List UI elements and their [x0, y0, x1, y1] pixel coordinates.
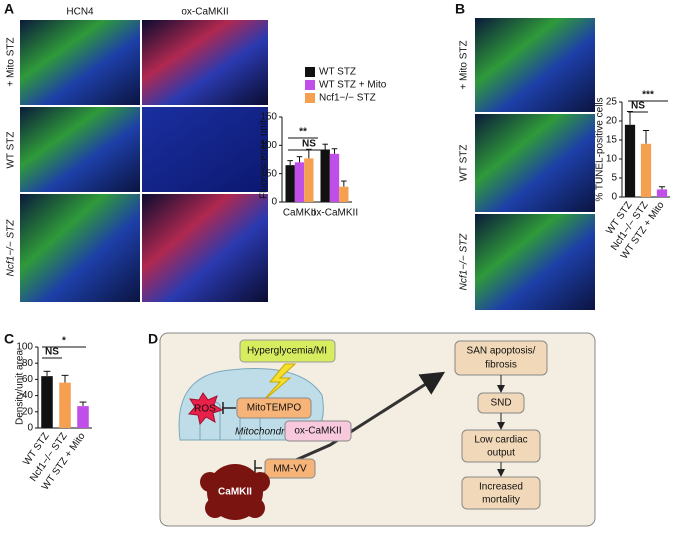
micrograph [475, 114, 595, 212]
legend-swatch [305, 80, 315, 90]
column-header: ox-CaMKII [181, 7, 228, 18]
ros-burst [188, 392, 224, 426]
column-header: HCN4 [66, 7, 94, 18]
y-tick-label: 0 [611, 192, 617, 203]
y-tick-label: 100 [16, 342, 33, 353]
x-tick-label: CaMKII [283, 208, 316, 219]
y-tick-label: 5 [611, 173, 617, 184]
node-label: output [487, 448, 515, 459]
y-tick-label: 80 [22, 358, 34, 369]
legend-swatch [305, 67, 315, 77]
y-tick-label: 15 [606, 135, 618, 146]
row-label: + Mito STZ [6, 37, 17, 86]
node-label: Mitochondria [235, 427, 293, 438]
bar [285, 165, 295, 202]
node-label: Hyperglycemia/MI [247, 346, 327, 357]
significance-label: NS [631, 101, 645, 112]
bar [59, 382, 71, 428]
node-box [236, 397, 312, 419]
node-label: fibrosis [485, 360, 517, 371]
legend-label: WT STZ [319, 67, 356, 78]
legend-label: WT STZ + Mito [319, 80, 387, 91]
node-label: SAN apoptosis/ [467, 346, 536, 357]
row-label: WT STZ [6, 131, 17, 168]
micrograph [142, 107, 268, 192]
y-tick-label: 60 [22, 374, 34, 385]
row-label: Ncf1−/− STZ [459, 233, 470, 291]
bar [294, 162, 305, 202]
y-tick-label: 100 [260, 140, 277, 151]
diagram: Hyperglycemia/MI ROS MitoTEMPO Mitochond… [159, 332, 596, 527]
bar [339, 186, 349, 202]
significance-label: ** [299, 127, 307, 138]
y-tick-label: 25 [606, 97, 618, 108]
panel-label: A [4, 1, 14, 17]
node-box [264, 458, 316, 479]
panel-label: D [148, 331, 158, 347]
node-box [461, 476, 541, 510]
micrograph [20, 194, 140, 302]
row-label: + Mito STZ [459, 40, 470, 89]
micrograph [142, 194, 268, 302]
y-tick-label: 50 [266, 168, 278, 179]
node-label: CaMKII [218, 487, 252, 498]
y-tick-label: 0 [271, 197, 277, 208]
row-label: Ncf1−/− STZ [6, 219, 17, 277]
y-tick-label: 10 [606, 154, 618, 165]
node-label: Increased [479, 482, 523, 493]
significance-label: NS [302, 139, 316, 150]
significance-label: *** [642, 90, 654, 101]
x-tick-label: ox-CaMKII [311, 208, 358, 219]
y-tick-label: 150 [260, 112, 277, 123]
bar [656, 189, 668, 197]
y-tick-label: 20 [22, 406, 34, 417]
bar [624, 124, 636, 197]
legend-label: Ncf1−/− STZ [319, 93, 376, 104]
y-tick-label: 40 [22, 390, 34, 401]
node-box [284, 420, 352, 442]
bar [320, 149, 330, 202]
micrograph [20, 107, 140, 192]
panel-label: B [455, 1, 465, 17]
node-label: Low cardiac [474, 435, 527, 446]
micrograph [20, 20, 140, 105]
node-label: ROS [194, 404, 216, 415]
micrograph [475, 18, 595, 112]
camkii-shape [250, 472, 270, 492]
row-label: WT STZ [459, 144, 470, 181]
micrograph [475, 214, 595, 310]
panel-label: C [4, 331, 14, 347]
lightning [261, 363, 297, 403]
camkii-shape [245, 498, 265, 518]
legend-swatch [305, 93, 315, 103]
y-axis-label: Fluorescence unit [259, 120, 270, 199]
bar [41, 376, 53, 428]
node-box [239, 339, 336, 363]
significance-label: * [62, 336, 66, 347]
node-label: SND [490, 398, 511, 409]
bar [640, 143, 652, 197]
bar [304, 158, 314, 202]
bar [77, 406, 89, 428]
y-axis-label: Density/unit area [15, 350, 26, 425]
significance-label: NS [45, 347, 59, 358]
camkii-shape [200, 472, 220, 492]
node-label: MM-VV [273, 464, 307, 475]
node-label: ox-CaMKII [294, 426, 341, 437]
camkii-shape [205, 498, 225, 518]
y-tick-label: 0 [27, 423, 33, 434]
micrograph [142, 20, 268, 105]
y-tick-label: 20 [606, 116, 618, 127]
node-label: MitoTEMPO [247, 403, 302, 414]
bar [329, 153, 340, 202]
y-axis-label: % TUNEL-positive cells [595, 97, 606, 201]
node-label: mortality [482, 495, 520, 506]
camkii-holoenzyme [200, 464, 270, 520]
